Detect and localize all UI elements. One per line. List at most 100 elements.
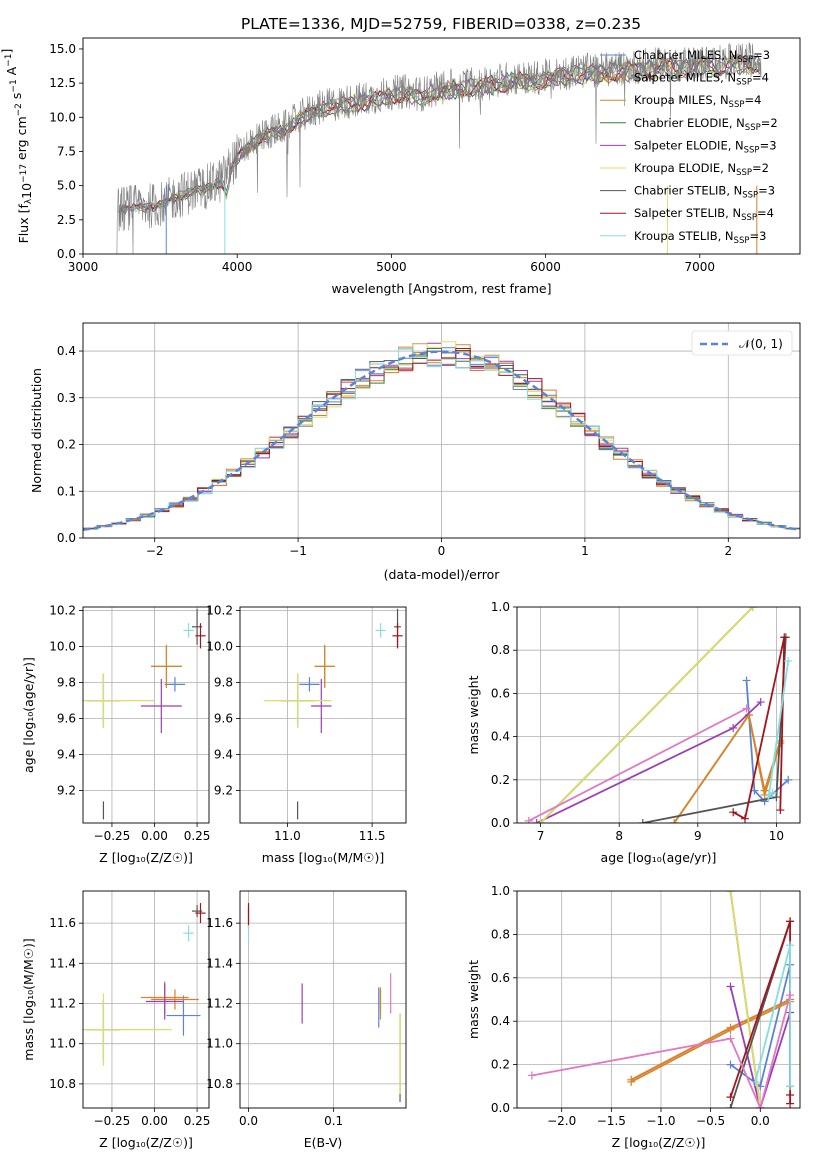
x-tick-label: 0.00 (141, 1114, 168, 1128)
axes-frame (239, 606, 407, 824)
data-marker (742, 704, 751, 713)
y-axis-label: mass weight (466, 675, 481, 754)
x-axis-label: Z [log₁₀(Z/Z☉)] (612, 1135, 706, 1150)
y-label-part: 10 (19, 183, 34, 199)
legend-sub: SSP (737, 55, 753, 65)
axes-frame (82, 890, 210, 1109)
x-tick-label: 7 (537, 829, 545, 843)
point-chabrier-miles (166, 995, 201, 1036)
y-label-part: A (4, 66, 19, 79)
point-kroupa-stelib (375, 623, 386, 638)
data-marker (772, 793, 781, 802)
data-marker (638, 819, 647, 823)
series-salpeter-elodie-pink (524, 704, 751, 823)
hist-kroupa-stelib (83, 348, 800, 530)
legend-name: Chabrier ELODIE, N (634, 116, 745, 130)
x-tick-label: −0.25 (94, 1114, 131, 1128)
y-tick-label: 0.1 (57, 484, 76, 498)
legend-label: Kroupa ELODIE, NSSP=2 (634, 161, 769, 178)
y-label-part: ] (0, 49, 14, 54)
data-marker (726, 982, 735, 991)
y-tick-label: 0.4 (57, 344, 76, 358)
axes-frame (82, 606, 210, 824)
legend-name: Salpeter ELODIE, N (634, 138, 744, 152)
data-marker (764, 793, 773, 802)
panel-mass_vs_Z: −0.25 0.00 0.25 10.8 11.0 11.2 11.4 11.6 Z [log₁… (21, 890, 210, 1150)
point-kroupa-elodie (83, 673, 155, 728)
series-salpeter-elodie (532, 698, 765, 823)
data-marker (751, 1077, 760, 1086)
legend-label: 𝒩(0, 1) (739, 337, 783, 351)
y-tick-label: 0.0 (57, 531, 76, 545)
x-tick-label: −1.0 (646, 1114, 675, 1128)
y-tick-label: 0.8 (491, 643, 510, 657)
data-marker (740, 814, 749, 823)
x-tick-label: −0.5 (696, 1114, 725, 1128)
y-tick-label: 9.2 (214, 784, 233, 798)
data-marker (670, 819, 679, 823)
x-tick-label: 0.1 (324, 1114, 343, 1128)
panel-age_vs_mass: 11.0 11.5 9.2 9.4 9.6 9.8 10.0 10.2 mass [log₁₀(… (206, 604, 407, 865)
plot-area (116, 42, 762, 254)
hist-salpeter-elodie (83, 342, 800, 530)
y-tick-label: 0.4 (491, 730, 510, 744)
data-marker (786, 1099, 795, 1108)
legend-label: Salpeter STELIB, NSSP=4 (634, 206, 774, 223)
y-tick-label: 0.0 (491, 816, 510, 830)
legend-name: Kroupa STELIB, N (634, 229, 734, 243)
y-tick-label: 11.0 (49, 1037, 76, 1051)
panel-residual_histogram: −2 −1 0 1 2 0.0 0.1 0.2 0.3 0.4 (data-model)/error… (29, 322, 801, 582)
data-marker (786, 1082, 795, 1091)
data-marker (726, 1093, 735, 1102)
y-tick-label: 0.4 (491, 1014, 510, 1028)
y-tick-label: 10.8 (206, 1077, 233, 1091)
y-label-part: λ (24, 198, 34, 204)
legend-box (691, 330, 793, 356)
y-tick-label: 12.5 (49, 76, 76, 90)
y-tick-label: 15.0 (49, 42, 76, 56)
y-tick-label: 9.8 (214, 676, 233, 690)
series-kroupa-stelib (764, 657, 793, 802)
series-line (531, 994, 791, 1108)
point-kroupa-elodie (83, 993, 172, 1066)
y-tick-label: 0.0 (491, 1101, 510, 1115)
x-tick-label: 8 (615, 829, 623, 843)
y-axis-label: Normed distribution (29, 368, 44, 493)
x-tick-label: −1.5 (597, 1114, 626, 1128)
legend-sub: SSP (736, 168, 752, 178)
y-tick-label: 9.4 (214, 748, 233, 762)
y-tick-label: 9.2 (57, 784, 76, 798)
data-marker (729, 808, 738, 817)
series-kroupa-elodie (536, 607, 757, 823)
y-label-part: −1 (4, 54, 14, 67)
point-salpeter-stelib (195, 623, 206, 649)
y-tick-label: 0.0 (57, 247, 76, 261)
legend-suffix: =4 (752, 71, 769, 85)
x-axis-label: Z [log₁₀(Z/Z☉)] (99, 1135, 193, 1150)
y-label-part: −1 (9, 79, 19, 92)
y-tick-label: 0.2 (491, 1058, 510, 1072)
x-tick-label: 9 (694, 829, 702, 843)
data-marker (784, 657, 793, 665)
y-tick-label: 1.0 (491, 884, 510, 898)
point-kroupa-stelib (183, 925, 194, 942)
legend-name: Kroupa ELODIE, N (634, 161, 736, 175)
series-salpeter-stelib (729, 633, 789, 823)
y-tick-label: 11.4 (49, 956, 76, 970)
legend-label: Salpeter ELODIE, NSSP=3 (634, 138, 777, 155)
legend: 𝒩(0, 1) (691, 330, 793, 356)
x-axis-label: mass [log₁₀(M/M☉)] (262, 850, 384, 865)
legend-sub: SSP (741, 213, 757, 223)
legend-name: Chabrier STELIB, N (634, 184, 742, 198)
x-axis-label: wavelength [Angstrom, rest frame] (331, 281, 551, 296)
x-tick-label: 11.5 (359, 829, 386, 843)
series-kroupa-elodie (726, 891, 765, 1108)
y-tick-label: 10.2 (206, 604, 233, 618)
axes-frame (516, 606, 801, 824)
data-marker (786, 917, 795, 926)
x-tick-label: 7000 (685, 260, 716, 274)
series-kroupa-stelib (751, 941, 795, 1091)
y-tick-label: 0.2 (491, 773, 510, 787)
data-marker (786, 991, 795, 1000)
